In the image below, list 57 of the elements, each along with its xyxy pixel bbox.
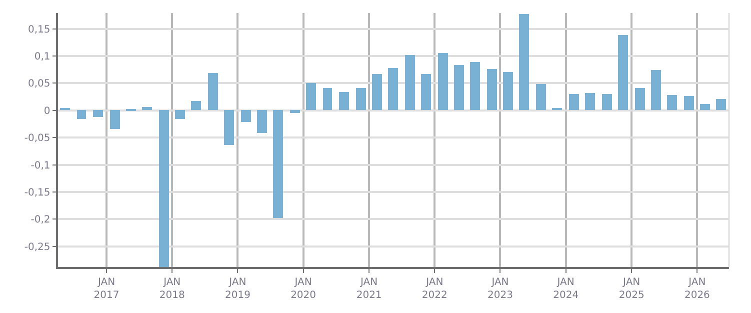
bar [306, 83, 316, 110]
x-tick-label: JAN 2018 [159, 277, 185, 301]
x-tick-label: JAN 2022 [422, 277, 448, 301]
bar [257, 110, 267, 133]
bar [651, 70, 661, 110]
bar [503, 72, 513, 110]
bar [224, 110, 234, 145]
bar [700, 104, 710, 110]
bar [569, 94, 579, 110]
bar [290, 110, 300, 113]
y-tick-label: -0,25 [24, 242, 50, 253]
y-tick-label: 0 [44, 106, 50, 117]
y-tick-label: -0,2 [30, 214, 50, 226]
x-tick-label: JAN 2021 [356, 277, 382, 301]
bar [585, 93, 595, 110]
bar [339, 92, 349, 110]
x-tick-label: JAN 2024 [553, 277, 579, 301]
bar [110, 110, 120, 129]
bar [487, 69, 497, 110]
bar [208, 73, 218, 110]
x-tick-label: JAN 2020 [290, 277, 316, 301]
bar [618, 35, 628, 110]
bar [159, 110, 169, 267]
y-tick-label: -0,15 [24, 187, 50, 198]
bar [323, 88, 332, 110]
bar [519, 14, 529, 110]
bar [716, 99, 726, 110]
x-tick-label: JAN 2025 [618, 277, 644, 301]
bar [454, 65, 464, 110]
x-tick-label: JAN 2023 [488, 277, 513, 301]
y-tick-label: -0,1 [30, 160, 50, 172]
bar [93, 110, 103, 117]
y-tick-label: 0,1 [34, 51, 50, 62]
bar [405, 55, 415, 110]
bar [635, 88, 645, 110]
bar [356, 88, 366, 110]
bar [684, 96, 694, 110]
x-tick-label: JAN 2017 [94, 277, 120, 301]
bar [602, 94, 612, 110]
bar [191, 101, 201, 110]
x-tick-label: JAN 2026 [684, 277, 710, 301]
bar [273, 110, 283, 218]
y-tick-label: 0,15 [28, 24, 50, 36]
bar [438, 53, 448, 110]
y-tick-label: 0,05 [28, 78, 50, 90]
x-tick-label: JAN 2019 [224, 277, 250, 301]
bar [142, 107, 152, 110]
bar [667, 95, 677, 110]
y-tick-label: -0,05 [24, 133, 50, 144]
bar [470, 62, 480, 110]
bar [175, 110, 185, 119]
bar [241, 110, 251, 122]
bar [536, 84, 546, 110]
bar [421, 74, 431, 110]
bar [77, 110, 86, 119]
bar [372, 74, 382, 110]
bar [388, 68, 398, 110]
